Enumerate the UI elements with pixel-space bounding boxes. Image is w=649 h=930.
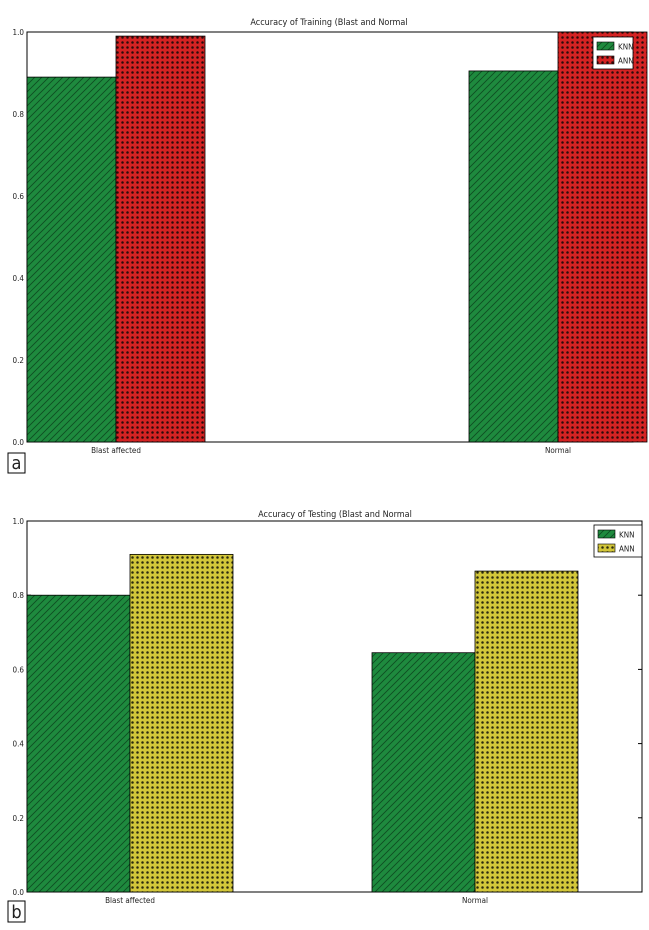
x-tick-label: Blast affected <box>91 446 141 455</box>
bar-ann-blast-affected <box>115 35 206 443</box>
y-tick-label: 0.0 <box>13 888 25 897</box>
bar-ann-normal <box>557 31 648 443</box>
y-axis: 0.0 0.2 0.4 0.6 0.8 1.0 <box>13 517 642 897</box>
y-tick-label: 1.0 <box>13 517 25 526</box>
legend-swatch-ann <box>597 543 616 553</box>
chart-panel-b: Accuracy of Testing (Blast and Normal 0.… <box>7 510 643 923</box>
x-tick-label: Blast affected <box>105 896 155 905</box>
legend: KNN ANN <box>592 36 634 70</box>
legend-label-ann: ANN <box>618 57 634 66</box>
y-tick-label: 0.8 <box>13 110 25 119</box>
bar-group <box>26 553 579 893</box>
y-tick-label: 1.0 <box>13 28 25 37</box>
x-axis: Blast affected Normal <box>105 888 488 905</box>
legend-swatch-knn <box>597 529 616 539</box>
legend: KNN ANN <box>593 524 643 558</box>
chart-title: Accuracy of Training (Blast and Normal <box>250 18 407 28</box>
y-tick-label: 0.0 <box>13 438 25 447</box>
x-tick-label: Normal <box>462 896 488 905</box>
y-tick-label: 0.4 <box>13 740 25 749</box>
x-tick-label: Normal <box>545 446 571 455</box>
legend-label-knn: KNN <box>618 43 633 52</box>
bar-ann-blast-affected <box>129 553 234 893</box>
y-tick-label: 0.6 <box>13 665 25 674</box>
y-tick-label: 0.8 <box>13 591 25 600</box>
bar-knn-normal <box>468 70 559 443</box>
bar-knn-blast-affected <box>26 76 117 443</box>
chart-panel-a: Accuracy of Training (Blast and Normal 0… <box>7 18 648 474</box>
panel-label-box <box>7 900 26 923</box>
x-axis: Blast affected Normal <box>91 438 571 455</box>
y-tick-label: 0.2 <box>13 356 24 365</box>
y-tick-label: 0.6 <box>13 192 25 201</box>
panel-label-box <box>7 452 26 474</box>
bar-ann-normal <box>474 570 579 893</box>
panel-label: a <box>12 453 22 474</box>
legend-swatch-ann <box>596 55 615 65</box>
legend-swatch-knn <box>596 41 615 51</box>
bar-group <box>26 31 648 443</box>
panel-label: b <box>11 902 21 923</box>
legend-label-knn: KNN <box>619 531 634 540</box>
legend-label-ann: ANN <box>619 545 635 554</box>
bar-knn-blast-affected <box>26 594 131 893</box>
bar-knn-normal <box>371 652 476 893</box>
y-tick-label: 0.4 <box>13 274 25 283</box>
chart-title: Accuracy of Testing (Blast and Normal <box>258 510 412 520</box>
y-tick-label: 0.2 <box>13 814 24 823</box>
